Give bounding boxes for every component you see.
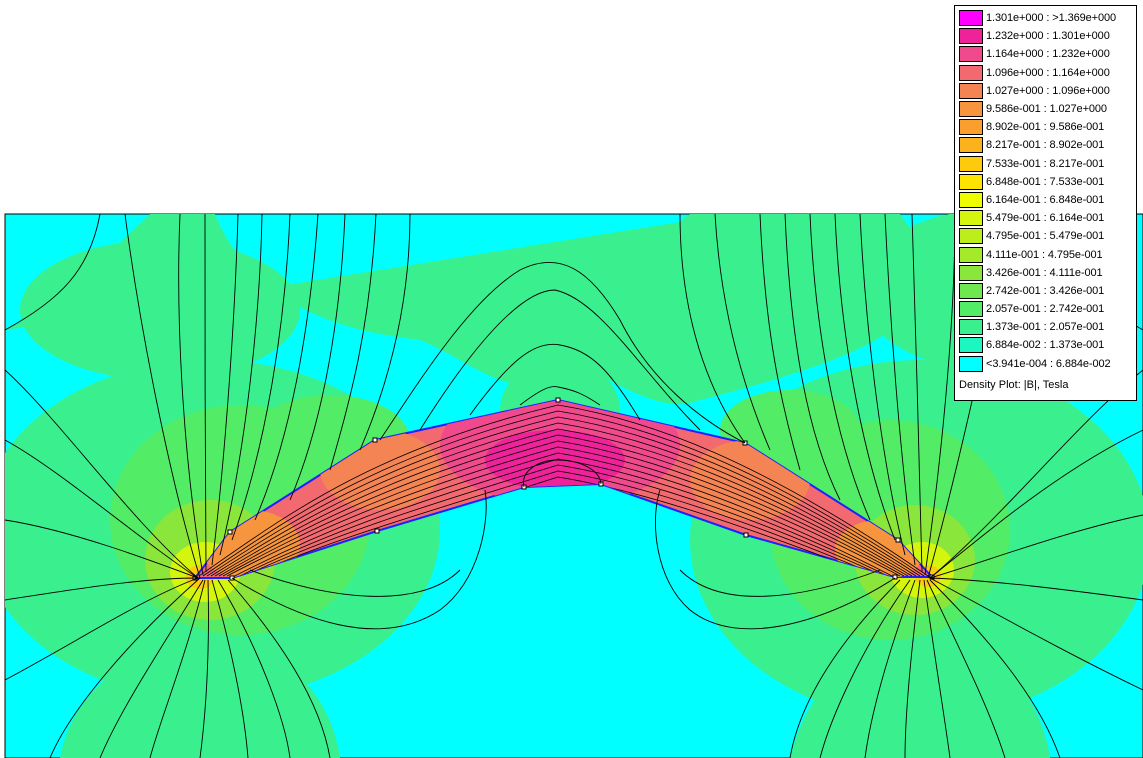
legend-range-label: 2.742e-001 : 3.426e-001 [986, 284, 1105, 297]
legend-swatch [959, 10, 983, 27]
flux-lines [5, 214, 1143, 758]
legend-swatch [959, 101, 983, 118]
legend-range-label: 9.586e-001 : 1.027e+000 [986, 103, 1107, 116]
legend-range-label: 5.479e-001 : 6.164e-001 [986, 212, 1105, 225]
legend-swatch [959, 155, 983, 172]
legend-swatch [959, 246, 983, 263]
legend-range-label: 6.848e-001 : 7.533e-001 [986, 175, 1105, 188]
legend-range-label: <3.941e-004 : 6.884e-002 [986, 357, 1111, 370]
legend-range-label: 1.232e+000 : 1.301e+000 [986, 30, 1110, 43]
legend-range-label: 7.533e-001 : 8.217e-001 [986, 157, 1105, 170]
legend-swatch [959, 137, 983, 154]
legend-row: 4.795e-001 : 5.479e-001 [959, 227, 1136, 245]
legend-row: 5.479e-001 : 6.164e-001 [959, 209, 1136, 227]
legend-row: 1.301e+000 : >1.369e+000 [959, 9, 1136, 27]
legend-row: 3.426e-001 : 4.111e-001 [959, 264, 1136, 282]
legend-row: 1.373e-001 : 2.057e-001 [959, 318, 1136, 336]
legend-range-label: 2.057e-001 : 2.742e-001 [986, 303, 1105, 316]
legend-swatch [959, 282, 983, 299]
legend-row: 6.884e-002 : 1.373e-001 [959, 336, 1136, 354]
legend-swatch [959, 64, 983, 81]
legend-swatch [959, 173, 983, 190]
legend-row: 6.848e-001 : 7.533e-001 [959, 173, 1136, 191]
legend-range-label: 6.884e-002 : 1.373e-001 [986, 339, 1105, 352]
legend-row: 8.902e-001 : 9.586e-001 [959, 118, 1136, 136]
legend-range-label: 1.301e+000 : >1.369e+000 [986, 12, 1117, 25]
legend-row: 9.586e-001 : 1.027e+000 [959, 100, 1136, 118]
legend-swatch [959, 28, 983, 45]
legend-row: 1.232e+000 : 1.301e+000 [959, 27, 1136, 45]
legend-row: 4.111e-001 : 4.795e-001 [959, 245, 1136, 263]
legend-range-label: 8.902e-001 : 9.586e-001 [986, 121, 1105, 134]
legend-range-label: 4.795e-001 : 5.479e-001 [986, 230, 1105, 243]
legend-row: <3.941e-004 : 6.884e-002 [959, 355, 1136, 373]
legend-range-label: 1.096e+000 : 1.164e+000 [986, 66, 1110, 79]
legend-swatch [959, 210, 983, 227]
legend-swatch [959, 82, 983, 99]
legend-swatch [959, 119, 983, 136]
legend-row: 7.533e-001 : 8.217e-001 [959, 155, 1136, 173]
legend-range-label: 6.164e-001 : 6.848e-001 [986, 193, 1105, 206]
legend-swatch [959, 355, 983, 372]
legend-row: 1.027e+000 : 1.096e+000 [959, 82, 1136, 100]
legend-rows: 1.301e+000 : >1.369e+000 1.232e+000 : 1.3… [959, 9, 1136, 373]
legend-row: 1.164e+000 : 1.232e+000 [959, 45, 1136, 63]
legend-row: 2.742e-001 : 3.426e-001 [959, 282, 1136, 300]
legend-swatch [959, 228, 983, 245]
legend-row: 1.096e+000 : 1.164e+000 [959, 64, 1136, 82]
legend-caption: Density Plot: |B|, Tesla [959, 378, 1069, 391]
legend-range-label: 1.027e+000 : 1.096e+000 [986, 84, 1110, 97]
legend-range-label: 1.164e+000 : 1.232e+000 [986, 48, 1110, 61]
legend-swatch [959, 264, 983, 281]
legend-row: 2.057e-001 : 2.742e-001 [959, 300, 1136, 318]
legend-swatch [959, 319, 983, 336]
legend-range-label: 4.111e-001 : 4.795e-001 [986, 248, 1103, 261]
legend-row: 8.217e-001 : 8.902e-001 [959, 136, 1136, 154]
legend-row: 6.164e-001 : 6.848e-001 [959, 191, 1136, 209]
legend-swatch [959, 337, 983, 354]
legend: 1.301e+000 : >1.369e+000 1.232e+000 : 1.3… [954, 5, 1137, 401]
legend-swatch [959, 301, 983, 318]
legend-range-label: 8.217e-001 : 8.902e-001 [986, 139, 1105, 152]
legend-range-label: 3.426e-001 : 4.111e-001 [986, 266, 1103, 279]
legend-swatch [959, 46, 983, 63]
legend-range-label: 1.373e-001 : 2.057e-001 [986, 321, 1105, 334]
legend-swatch [959, 191, 983, 208]
